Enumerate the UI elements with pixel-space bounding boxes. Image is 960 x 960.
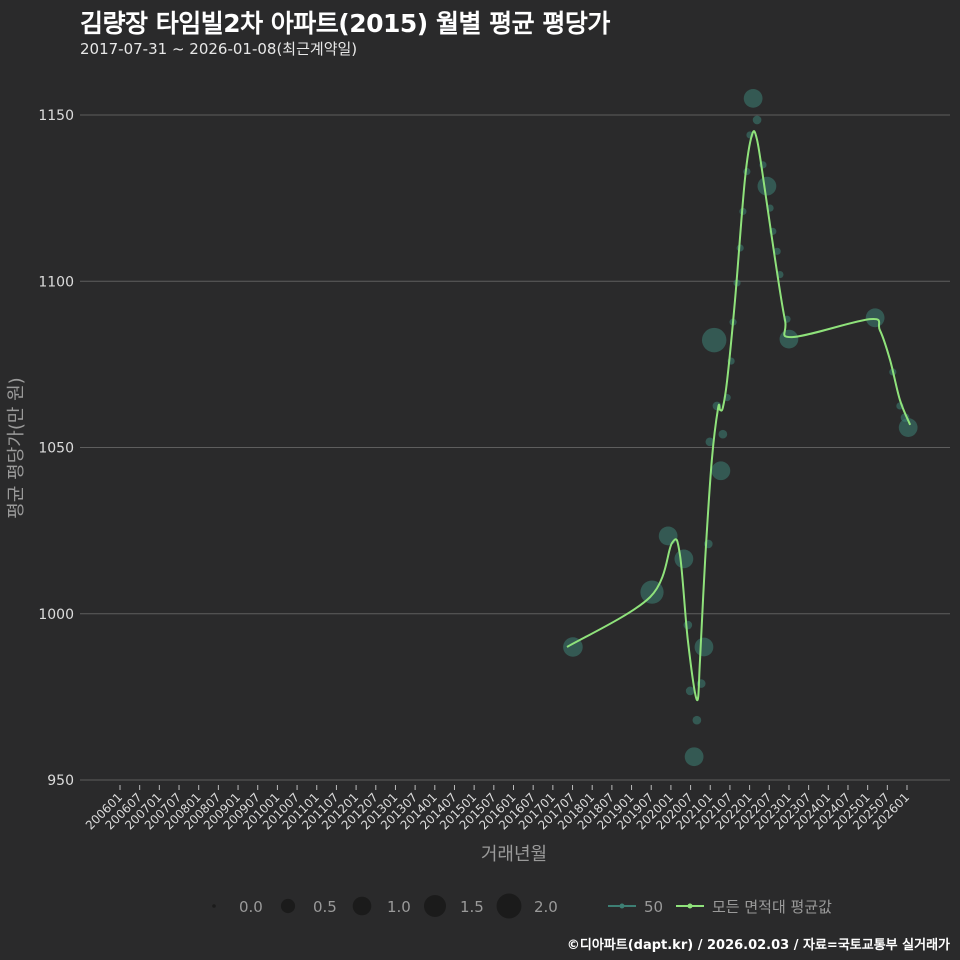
data-point: [898, 418, 918, 437]
data-point: [694, 637, 714, 657]
size-legend-label: 0.5: [313, 898, 337, 916]
data-point: [684, 747, 704, 767]
chart-subtitle: 2017-07-31 ~ 2026-01-08(최근계약일): [80, 40, 358, 58]
size-legend-circle: [423, 894, 447, 918]
data-point: [779, 329, 799, 349]
y-tick-label: 950: [47, 773, 74, 789]
size-legend-label: 2.0: [534, 898, 558, 916]
y-tick-label: 1050: [38, 441, 74, 457]
y-axis-title: 평균 평당가(만 원): [6, 377, 27, 518]
size-legend-circle: [352, 896, 372, 916]
size-legend-circle: [496, 893, 522, 919]
data-point: [701, 327, 727, 353]
footer-credit: ©디아파트(dapt.kr) / 2026.02.03 / 자료=국토교통부 실…: [566, 938, 950, 953]
size-legend-circle: [212, 904, 216, 908]
data-point: [692, 715, 702, 725]
data-point: [718, 429, 728, 439]
data-point: [705, 437, 715, 447]
y-tick-label: 1000: [38, 607, 74, 623]
size-legend-label: 1.0: [387, 898, 411, 916]
y-tick-label: 1100: [38, 274, 74, 290]
data-point: [658, 526, 678, 546]
x-axis-title: 거래년월: [481, 844, 547, 865]
legend-series-50-label: 50: [644, 898, 663, 916]
data-point: [683, 620, 693, 630]
legend-series-50-marker: [619, 903, 625, 909]
y-tick-label: 1150: [38, 108, 74, 124]
legend-average-label: 모든 면적대 평균값: [712, 898, 832, 916]
data-point: [743, 88, 763, 108]
legend-average-marker: [687, 903, 693, 909]
average-line: [566, 130, 912, 702]
data-point: [711, 461, 731, 481]
data-point: [674, 549, 694, 569]
data-point: [752, 115, 762, 125]
data-point: [773, 247, 781, 255]
data-point: [865, 308, 885, 328]
chart-title: 김량장 타임빌2차 아파트(2015) 월별 평균 평당가: [80, 9, 610, 38]
data-point: [685, 686, 695, 696]
size-legend-circle: [280, 898, 296, 914]
data-point: [757, 176, 777, 196]
size-legend-label: 0.0: [239, 898, 263, 916]
size-legend-label: 1.5: [460, 898, 484, 916]
